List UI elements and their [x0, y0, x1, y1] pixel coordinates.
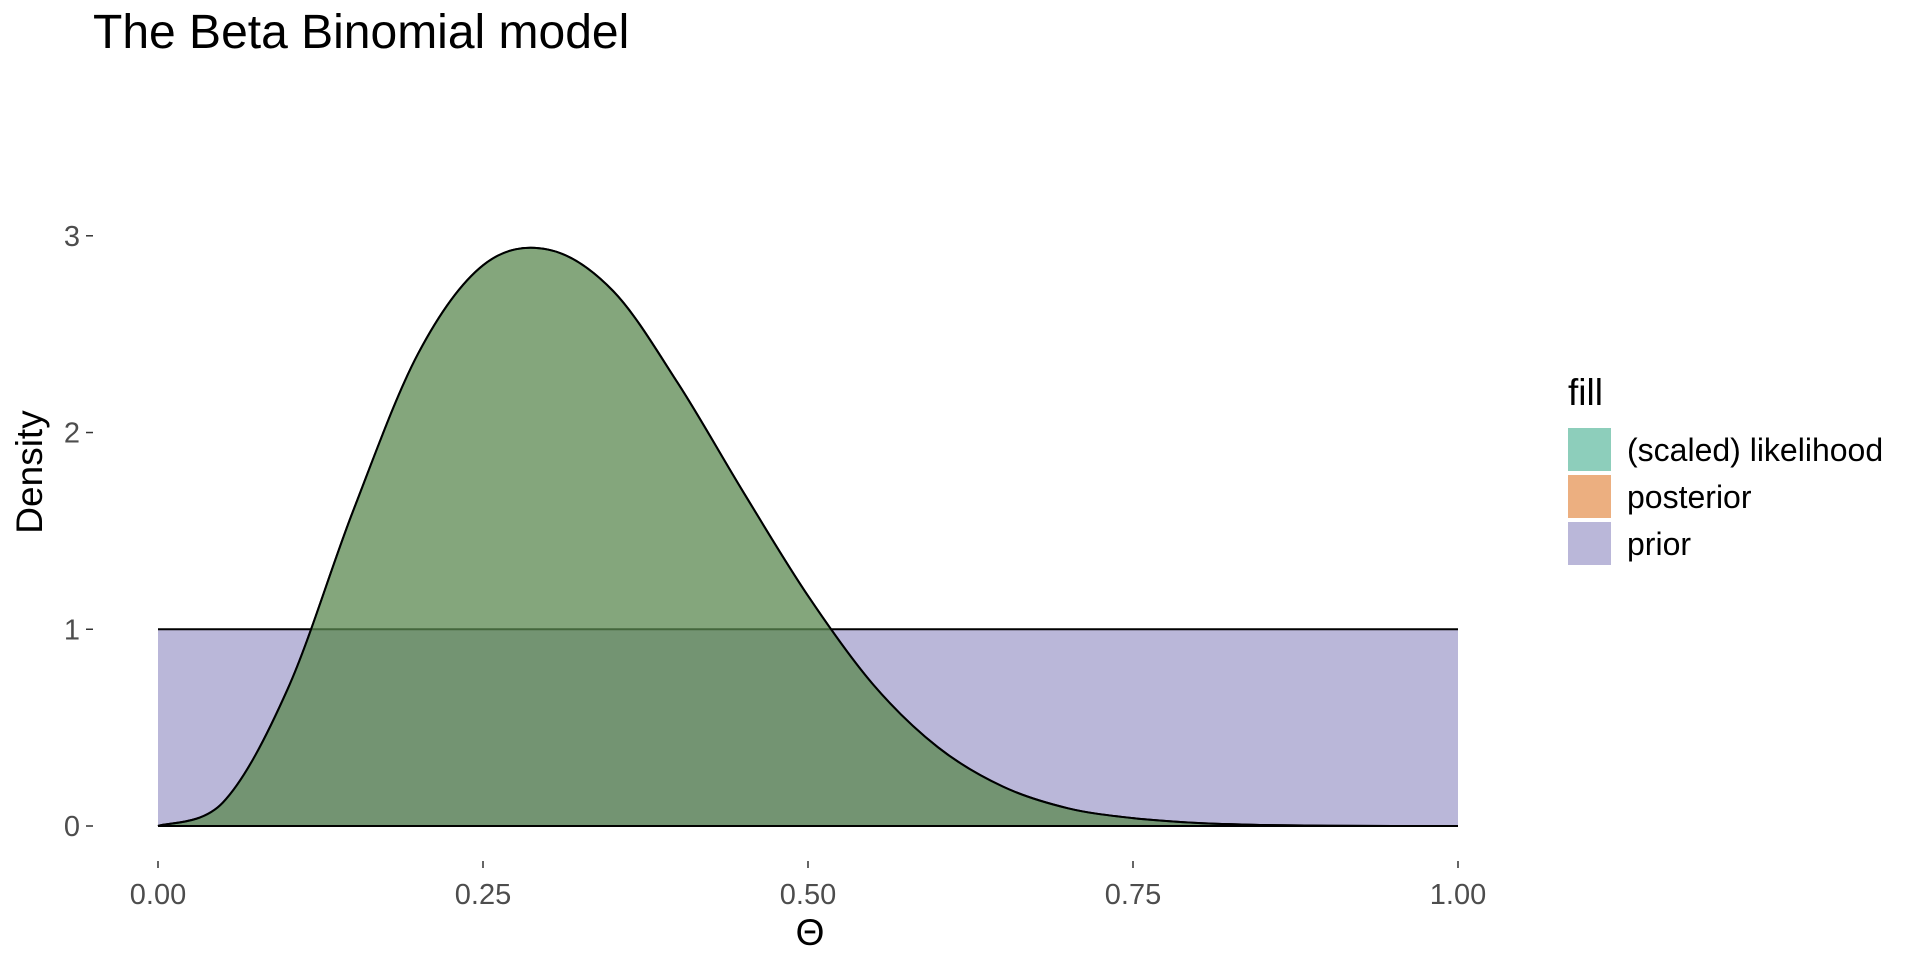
legend-label: (scaled) likelihood: [1627, 432, 1883, 468]
x-axis: 0.00 0.25 0.50 0.75 1.00: [130, 861, 1486, 911]
legend: fill (scaled) likelihood posterior prior: [1568, 372, 1883, 565]
legend-swatch: [1568, 522, 1611, 565]
chart-title: The Beta Binomial model: [93, 6, 629, 59]
x-tick-label: 0.50: [780, 879, 836, 911]
y-tick-label: 0: [64, 811, 80, 843]
legend-label: prior: [1627, 526, 1691, 562]
x-tick-label: 1.00: [1430, 879, 1486, 911]
y-axis-title: Density: [9, 410, 50, 534]
x-tick-label: 0.25: [455, 879, 511, 911]
y-tick-label: 2: [64, 418, 80, 450]
y-axis: 0 1 2 3: [64, 221, 93, 843]
plot-area: [157, 246, 1459, 828]
area-scaled-likelihood: [158, 247, 1458, 827]
x-tick-label: 0.00: [130, 879, 186, 911]
y-tick-label: 3: [64, 221, 80, 253]
x-tick-label: 0.75: [1105, 879, 1161, 911]
legend-title: fill: [1568, 372, 1603, 413]
legend-swatch: [1568, 475, 1611, 518]
y-tick-label: 1: [64, 614, 80, 646]
legend-label: posterior: [1627, 479, 1752, 515]
line-scaled-likelihood: [157, 246, 1459, 828]
legend-swatch: [1568, 428, 1611, 471]
x-axis-title: Θ: [796, 912, 825, 953]
